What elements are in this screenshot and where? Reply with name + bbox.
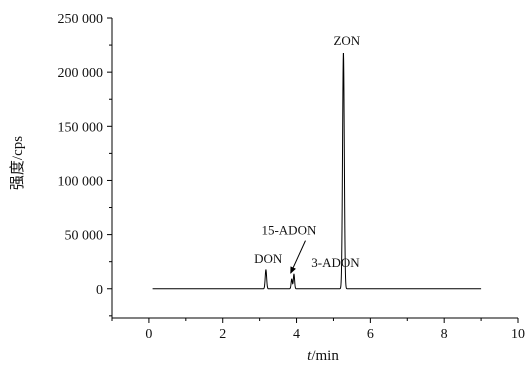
x-tick-label: 6: [367, 327, 374, 342]
axes: [111, 18, 518, 319]
x-tick-label: 10: [511, 327, 525, 342]
x-axis-label-unit: /min: [311, 348, 339, 364]
peak-arrow: [290, 240, 306, 274]
peak-label: 3-ADON: [311, 255, 360, 270]
y-tick-label: 50 000: [65, 229, 104, 244]
x-tick-label: 4: [293, 327, 300, 342]
y-tick-label: 100 000: [58, 174, 104, 189]
peak-label: ZON: [333, 33, 360, 48]
x-tick-label: 8: [441, 327, 448, 342]
chromatogram-line: [152, 53, 482, 290]
x-axis-label: t/min: [307, 348, 339, 364]
y-tick-label: 0: [96, 283, 103, 298]
y-tick-label: 150 000: [58, 120, 104, 135]
y-axis-label: 强度/cps: [9, 136, 26, 190]
x-axis-label-italic: t: [307, 348, 312, 364]
peak-label: 15-ADON: [261, 223, 316, 238]
peak-label: DON: [254, 251, 283, 266]
y-tick-label: 250 000: [58, 12, 104, 27]
x-tick-label: 0: [145, 327, 152, 342]
x-tick-label: 2: [219, 327, 226, 342]
y-tick-label: 200 000: [58, 66, 104, 81]
x-ticks: 0 2 4 6 8 10: [111, 318, 525, 342]
y-ticks: 0 50 000 100 000 150 000 200 000 250 000: [58, 12, 112, 317]
peak-annotations: DON 15-ADON 3-ADON ZON: [254, 33, 361, 274]
